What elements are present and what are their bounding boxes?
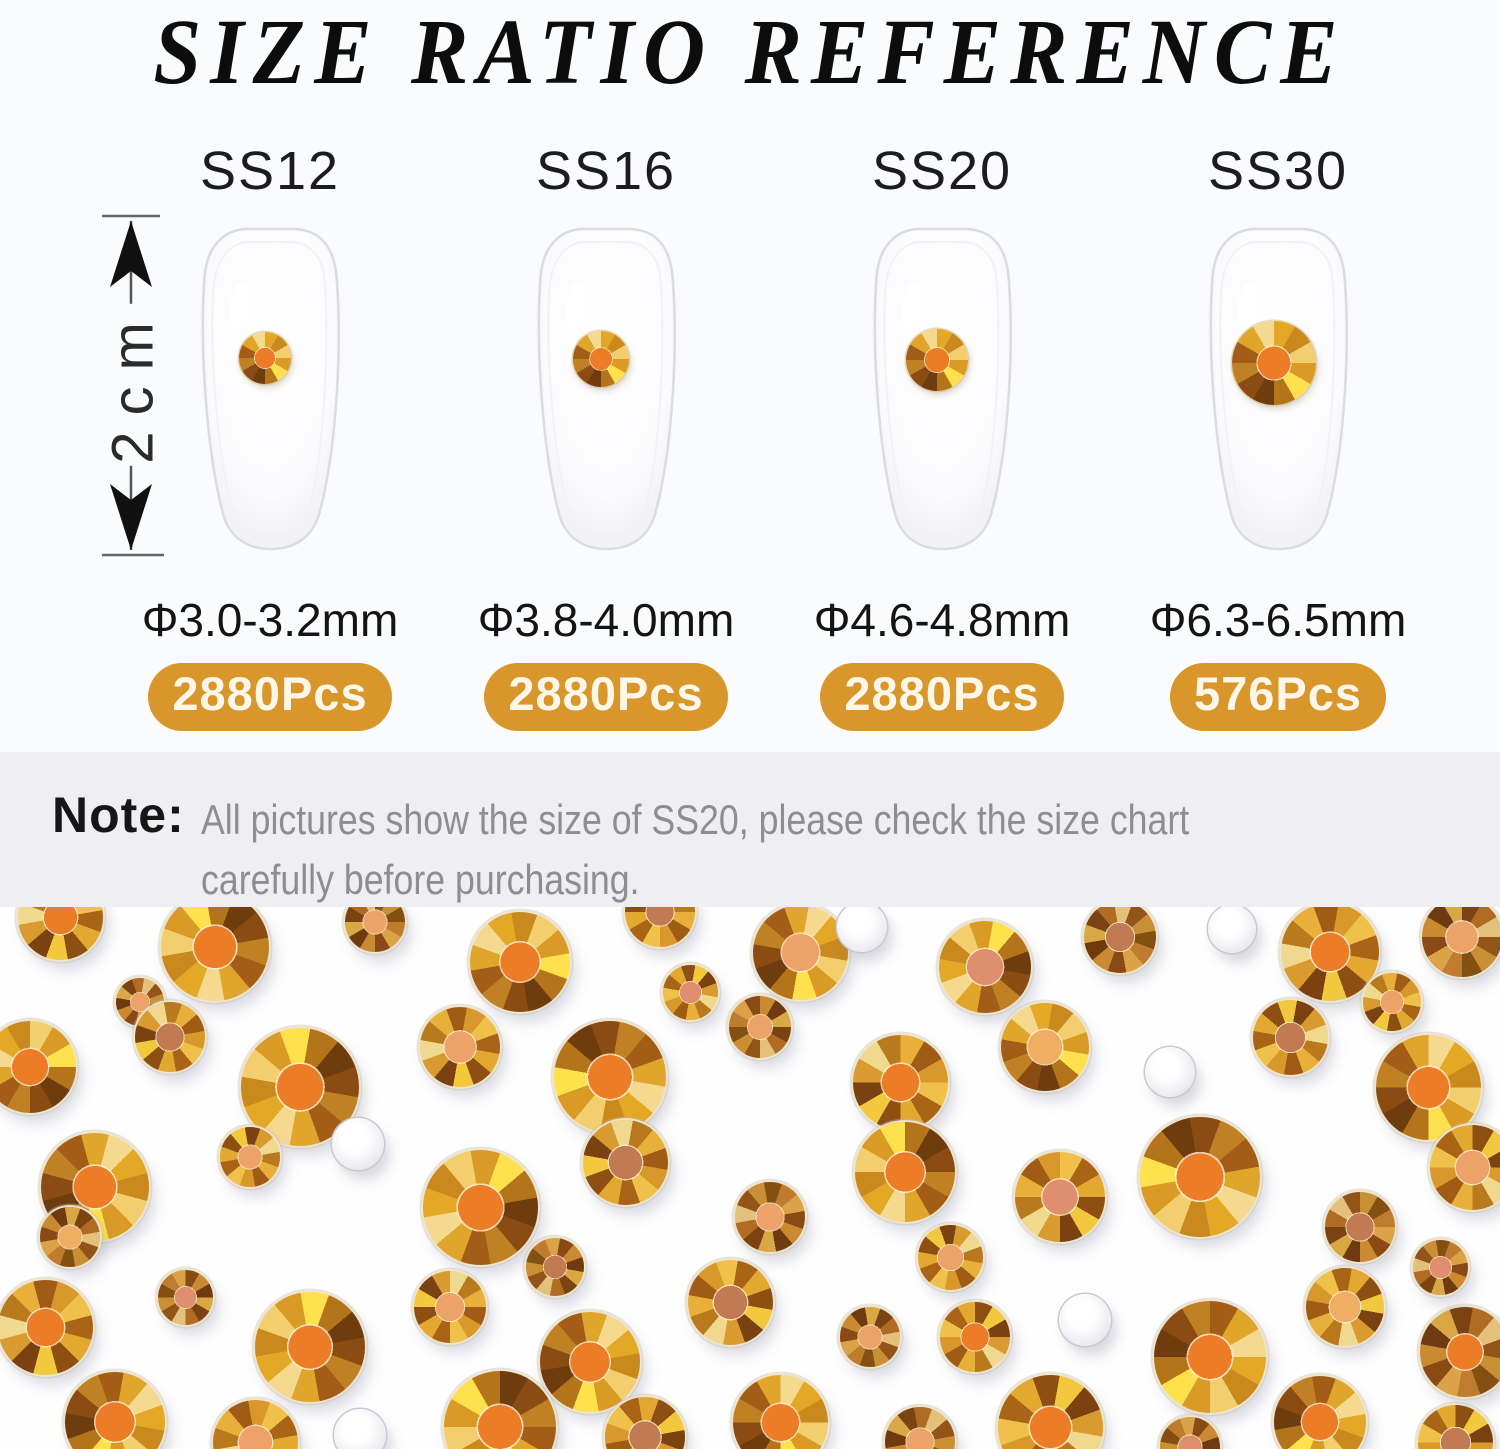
rhinestone-gem — [1274, 1376, 1366, 1449]
rhinestone-gem — [729, 996, 791, 1058]
rhinestone-gem — [0, 1021, 76, 1113]
rhinestone-gem — [1375, 1034, 1481, 1140]
rhinestone-gem — [582, 1119, 668, 1205]
note-text: All pictures show the size of SS20, plea… — [200, 796, 1189, 903]
rhinestone-gem — [662, 964, 718, 1020]
rhinestone-gem — [917, 1224, 983, 1290]
size-label: SS12 — [199, 141, 341, 201]
rhinestone-gem — [65, 1372, 165, 1449]
silver-disc — [837, 907, 887, 952]
note-banner: Note: All pictures show the size of SS20… — [0, 752, 1500, 907]
rhinestone-gem — [345, 907, 405, 952]
size-label: SS30 — [1207, 141, 1349, 201]
rhinestone-gem — [939, 921, 1031, 1013]
count-badge: 2880Pcs — [820, 663, 1064, 731]
rhinestone-gem — [1140, 1117, 1260, 1237]
rhinestone-gem — [840, 1307, 900, 1367]
rhinestone-gem — [135, 1002, 205, 1072]
nail-tip-graphic — [852, 222, 1032, 557]
size-column-ss12: SS12 Φ3.0-3. — [102, 142, 438, 731]
count-badge: 2880Pcs — [148, 663, 392, 731]
note-label: Note: — [52, 787, 185, 843]
rhinestone-gem — [17, 907, 103, 960]
nail-shape — [201, 227, 340, 551]
rhinestone-gem — [852, 1034, 948, 1130]
rhinestone-gem — [1429, 1124, 1500, 1210]
size-column-ss20: SS20 Φ4.6-4.8mm 2880Pcs — [774, 142, 1110, 731]
rhinestone-gem — [732, 1374, 828, 1449]
size-label: SS20 — [871, 141, 1013, 201]
nail-tip-graphic — [180, 222, 360, 557]
rhinestone-gem — [40, 1207, 100, 1267]
rhinestone-gem — [940, 1302, 1010, 1372]
rhinestone-gem — [220, 1127, 280, 1187]
rhinestone-gem — [422, 1149, 538, 1265]
diameter-label: Φ6.3-6.5mm — [1149, 594, 1407, 646]
rhinestone-gem — [526, 1238, 584, 1296]
rhinestone-gem — [1084, 907, 1156, 973]
size-column-ss16: SS16 Φ3.8-4.0mm 2880Pcs — [438, 142, 774, 731]
silver-disc — [1208, 907, 1256, 953]
rhinestone-gem — [1420, 1307, 1500, 1397]
rhinestone-gem — [157, 1269, 213, 1325]
nail-tip-graphic — [1188, 222, 1368, 557]
rhinestone-gem — [420, 1007, 500, 1087]
rhinestone-gem — [1232, 321, 1316, 405]
rhinestone-gem — [414, 1271, 486, 1343]
rhinestone-gem — [1412, 1239, 1468, 1295]
nail-shape — [537, 227, 676, 551]
rhinestone-gem — [1015, 1152, 1105, 1242]
count-badge: 2880Pcs — [484, 663, 728, 731]
rhinestone-gem — [0, 1279, 93, 1375]
rhinestone-gem — [1160, 1417, 1220, 1449]
rhinestone-gem — [255, 1292, 365, 1402]
rhinestone-gem — [687, 1259, 773, 1345]
rhinestones-photo — [0, 907, 1500, 1449]
silver-disc — [1145, 1047, 1195, 1097]
dimension-indicator: 2cm — [93, 213, 246, 558]
rhinestone-gem — [1154, 1301, 1266, 1413]
rhinestone-gem — [855, 1122, 955, 1222]
rhinestone-gem — [885, 1407, 955, 1449]
rhinestone-gem — [540, 1312, 640, 1412]
rhinestone-gem — [212, 1399, 298, 1449]
rhinestone-gem — [735, 1182, 805, 1252]
count-badge: 576Pcs — [1169, 663, 1387, 731]
diameter-label: Φ3.0-3.2mm — [141, 594, 399, 646]
size-label: SS16 — [535, 141, 677, 201]
rhinestone-gem — [161, 907, 269, 1001]
nail-tip-graphic — [516, 222, 696, 557]
rhinestone-gem — [1306, 1268, 1384, 1346]
diameter-label: Φ4.6-4.8mm — [813, 594, 1071, 646]
rhinestone-gem — [470, 912, 570, 1012]
rhinestone-gem — [625, 907, 695, 947]
rhinestone-gem — [1281, 907, 1379, 1001]
rhinestone-gem — [573, 331, 629, 387]
rhinestone-gem — [1422, 907, 1500, 977]
silver-disc — [332, 1118, 384, 1170]
rhinestone-gem — [554, 1021, 666, 1133]
size-reference-section: SIZE RATIO REFERENCE 2cm SS12 — [93, 0, 1446, 731]
silver-disc — [1059, 1294, 1111, 1346]
silver-disc — [334, 1409, 386, 1449]
page-title: SIZE RATIO REFERENCE — [153, 0, 1347, 104]
size-column-ss30: SS30 Φ6.3-6.5mm 576Pcs — [1110, 142, 1446, 731]
rhinestone-gem — [1325, 1192, 1395, 1262]
rhinestone-gem — [1001, 1003, 1089, 1091]
rhinestone-gem — [1417, 1404, 1493, 1449]
rhinestone-gem — [1363, 973, 1421, 1031]
rhinestone-gem — [605, 1397, 685, 1449]
size-columns: SS12 Φ3.0-3. — [102, 142, 1446, 731]
rhinestone-gem — [239, 332, 291, 384]
rhinestone-gem — [752, 907, 848, 1000]
diameter-label: Φ3.8-4.0mm — [477, 594, 735, 646]
rhinestone-gem — [997, 1374, 1103, 1449]
rhinestone-gem — [444, 1371, 556, 1449]
rhinestone-gem — [906, 329, 968, 391]
rhinestone-gem — [1252, 999, 1328, 1075]
